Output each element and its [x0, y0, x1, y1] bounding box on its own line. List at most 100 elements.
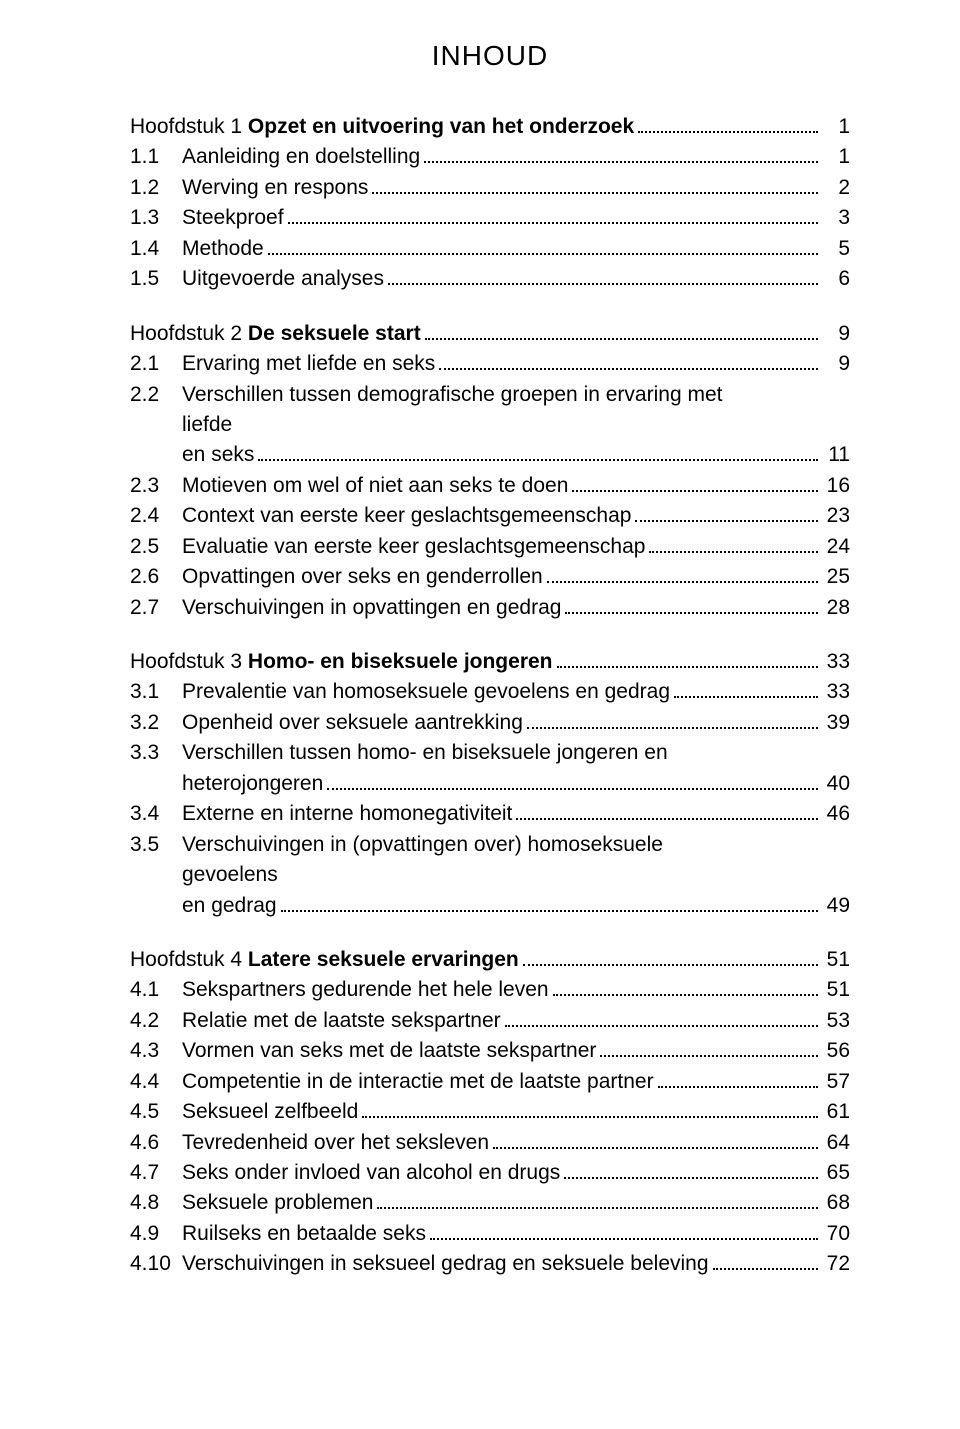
- entry-label: Steekproef: [182, 203, 284, 233]
- entry-number: 1.5: [130, 264, 182, 294]
- toc-entry: 1.2Werving en respons2: [130, 173, 850, 203]
- toc-entry: 4.5Seksueel zelfbeeld61: [130, 1097, 850, 1127]
- entry-label: Verschuivingen in opvattingen en gedrag: [182, 593, 561, 623]
- entry-label: Verschillen tussen homo- en biseksuele j…: [182, 738, 668, 768]
- dot-leader: [713, 1249, 818, 1270]
- toc-entry: 4.7Seks onder invloed van alcohol en dru…: [130, 1158, 850, 1188]
- dot-leader: [258, 440, 818, 461]
- entry-label: Verschuivingen in (opvattingen over) hom…: [182, 830, 762, 891]
- dot-leader: [674, 678, 818, 699]
- toc-entry: 3.2Openheid over seksuele aantrekking39: [130, 708, 850, 738]
- entry-label: Verschillen tussen demografische groepen…: [182, 380, 762, 441]
- entry-number: 3.4: [130, 799, 182, 829]
- entry-page-number: 72: [822, 1249, 850, 1279]
- chapter-prefix: Hoofdstuk 3: [130, 650, 242, 673]
- entry-page-number: 25: [822, 562, 850, 592]
- dot-leader: [638, 112, 818, 133]
- entry-page-number: 46: [822, 799, 850, 829]
- toc-entry: 4.8Seksuele problemen68: [130, 1188, 850, 1218]
- dot-leader: [564, 1158, 818, 1179]
- entry-label: Externe en interne homonegativiteit: [182, 799, 512, 829]
- entry-label: Competentie in de interactie met de laat…: [182, 1067, 654, 1097]
- entry-number: 4.1: [130, 975, 182, 1005]
- dot-leader: [523, 945, 818, 966]
- entry-page-number: 49: [822, 891, 850, 921]
- entry-number: 4.10: [130, 1249, 182, 1279]
- entry-page-number: 65: [822, 1158, 850, 1188]
- toc-entry: 2.1Ervaring met liefde en seks9: [130, 349, 850, 379]
- entry-number: 4.3: [130, 1036, 182, 1066]
- entry-page-number: 33: [822, 677, 850, 707]
- toc-entry: 1.4Methode5: [130, 234, 850, 264]
- entry-number: 3.5: [130, 830, 182, 860]
- entry-number: 2.4: [130, 501, 182, 531]
- dot-leader: [600, 1036, 818, 1057]
- entry-label: Openheid over seksuele aantrekking: [182, 708, 523, 738]
- entry-label: Methode: [182, 234, 264, 264]
- toc-entry: 2.7Verschuivingen in opvattingen en gedr…: [130, 593, 850, 623]
- dot-leader: [572, 471, 818, 492]
- chapter-page-number: 1: [822, 112, 850, 142]
- toc-entry: 4.9Ruilseks en betaalde seks70: [130, 1219, 850, 1249]
- chapter-heading: Hoofdstuk 4 Latere seksuele ervaringen51: [130, 945, 850, 975]
- entry-number: 1.3: [130, 203, 182, 233]
- entry-page-number: 9: [822, 349, 850, 379]
- entry-number: 2.2: [130, 380, 182, 410]
- entry-number: 3.1: [130, 677, 182, 707]
- toc-chapter: Hoofdstuk 3 Homo- en biseksuele jongeren…: [130, 647, 850, 921]
- entry-number: 1.1: [130, 142, 182, 172]
- chapter-prefix: Hoofdstuk 2: [130, 322, 242, 345]
- chapter-heading: Hoofdstuk 3 Homo- en biseksuele jongeren…: [130, 647, 850, 677]
- dot-leader: [425, 319, 818, 340]
- entry-label: Sekspartners gedurende het hele leven: [182, 975, 549, 1005]
- dot-leader: [372, 173, 818, 194]
- entry-page-number: 51: [822, 975, 850, 1005]
- dot-leader: [557, 647, 819, 668]
- chapter-title: Opzet en uitvoering van het onderzoek: [248, 115, 634, 138]
- toc-entry-continuation: en gedrag 49: [182, 891, 850, 921]
- entry-number: 4.2: [130, 1006, 182, 1036]
- toc-chapter: Hoofdstuk 2 De seksuele start 92.1Ervarin…: [130, 319, 850, 623]
- entry-number: 1.2: [130, 173, 182, 203]
- entry-label: Relatie met de laatste sekspartner: [182, 1006, 501, 1036]
- entry-label: Evaluatie van eerste keer geslachtsgemee…: [182, 532, 645, 562]
- toc-page: INHOUD Hoofdstuk 1 Opzet en uitvoering v…: [0, 0, 960, 1429]
- entry-page-number: 61: [822, 1097, 850, 1127]
- entry-number: 4.9: [130, 1219, 182, 1249]
- chapter-title: De seksuele start: [248, 322, 421, 345]
- toc-entry: 3.5Verschuivingen in (opvattingen over) …: [130, 830, 850, 891]
- dot-leader: [327, 769, 818, 790]
- toc-entry: 3.4Externe en interne homonegativiteit 46: [130, 799, 850, 829]
- dot-leader: [430, 1219, 818, 1240]
- entry-page-number: 2: [822, 173, 850, 203]
- entry-page-number: 40: [822, 769, 850, 799]
- chapter-heading-label: Hoofdstuk 4 Latere seksuele ervaringen: [130, 945, 519, 975]
- toc-entry-continuation: en seks11: [182, 440, 850, 470]
- toc-entry: 3.3Verschillen tussen homo- en biseksuel…: [130, 738, 850, 768]
- entry-label-continuation: en gedrag: [182, 891, 277, 921]
- entry-page-number: 53: [822, 1006, 850, 1036]
- dot-leader: [281, 891, 818, 912]
- toc-entry: 4.1Sekspartners gedurende het hele leven…: [130, 975, 850, 1005]
- entry-label-continuation: en seks: [182, 440, 254, 470]
- chapter-heading-label: Hoofdstuk 2 De seksuele start: [130, 319, 421, 349]
- entry-number: 4.6: [130, 1128, 182, 1158]
- entry-label: Uitgevoerde analyses: [182, 264, 384, 294]
- entry-label: Seks onder invloed van alcohol en drugs: [182, 1158, 560, 1188]
- dot-leader: [649, 532, 818, 553]
- dot-leader: [288, 203, 818, 224]
- dot-leader: [547, 562, 818, 583]
- toc-entry: 4.4Competentie in de interactie met de l…: [130, 1067, 850, 1097]
- chapter-title: Homo- en biseksuele jongeren: [248, 650, 553, 673]
- entry-number: 3.3: [130, 738, 182, 768]
- entry-page-number: 64: [822, 1128, 850, 1158]
- entry-label: Verschuivingen in seksueel gedrag en sek…: [182, 1249, 709, 1279]
- dot-leader: [565, 593, 818, 614]
- toc-entry-continuation: heterojongeren40: [182, 769, 850, 799]
- entry-number: 4.5: [130, 1097, 182, 1127]
- toc-entry: 3.1Prevalentie van homoseksuele gevoelen…: [130, 677, 850, 707]
- dot-leader: [505, 1006, 818, 1027]
- toc-entry: 2.6Opvattingen over seks en genderrollen…: [130, 562, 850, 592]
- toc-entry: 4.10Verschuivingen in seksueel gedrag en…: [130, 1249, 850, 1279]
- entry-page-number: 1: [822, 142, 850, 172]
